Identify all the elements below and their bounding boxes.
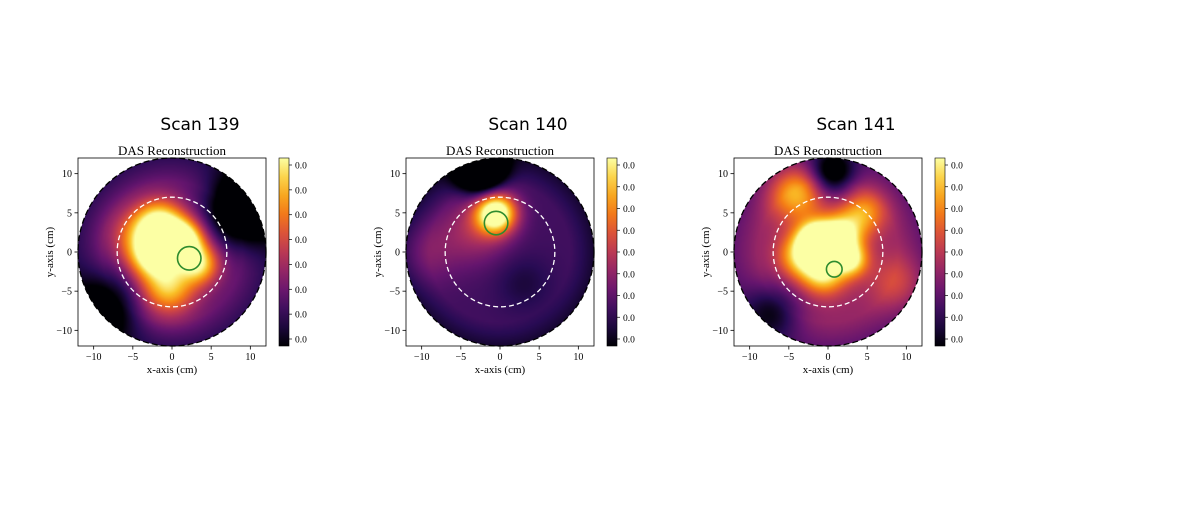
- colorbar-tick-label: 0.0: [623, 314, 635, 324]
- colorbar-tick-label: 0.0: [951, 314, 963, 324]
- x-tick-label: 0: [826, 352, 831, 363]
- colorbar-tick-label: 0.0: [951, 162, 963, 172]
- y-tick-label: 0: [67, 248, 72, 259]
- y-tick-label: 10: [390, 169, 400, 180]
- plot-title: DAS Reconstruction: [118, 143, 226, 158]
- target-marker-circle: [176, 245, 202, 271]
- scan-title: Scan 140: [488, 115, 568, 135]
- y-tick-label: 5: [67, 208, 72, 219]
- colorbar-tick-label: 0.0: [623, 336, 635, 346]
- x-tick-label: −10: [86, 352, 102, 363]
- y-tick-label: −10: [384, 326, 400, 337]
- heatmap-image: [78, 158, 266, 346]
- das-heatmap-plot: DAS Reconstruction −10 −5 0 5 10 10 5 0 −5 −10 x-ax…: [44, 143, 307, 376]
- x-tick-label: −10: [414, 352, 430, 363]
- plot-title: DAS Reconstruction: [446, 143, 554, 158]
- y-tick-label: −5: [61, 287, 72, 298]
- colorbar-tick-label: 0.0: [295, 162, 307, 172]
- y-tick-label: −10: [712, 326, 728, 337]
- plot-title: DAS Reconstruction: [774, 143, 882, 158]
- colorbar-tick-label: 0.0: [623, 270, 635, 280]
- y-tick-label: −5: [389, 287, 400, 298]
- heatmap-image: [406, 158, 594, 346]
- x-tick-label: −10: [742, 352, 758, 363]
- colorbar-tick-label: 0.0: [295, 336, 307, 346]
- y-tick-label: 0: [723, 248, 728, 259]
- das-heatmap-plot: DAS Reconstruction −10 −5 0 5 10 10 5 0 −5 −10 x-ax…: [372, 143, 635, 376]
- x-tick-label: 5: [865, 352, 870, 363]
- x-tick-label: 0: [170, 352, 175, 363]
- das-heatmap-plot: DAS Reconstruction −10 −5 0 5 10 10 5 0 −5 −10 x-ax…: [700, 143, 963, 376]
- scan-panel-3: Scan 141 DAS Reconstruction −10 −5 0 5 10 10 5 0…: [656, 0, 1056, 516]
- x-axis-label: x-axis (cm): [803, 364, 854, 376]
- colorbar: [934, 157, 946, 347]
- region-dashed-circle: [772, 196, 884, 308]
- x-tick-label: 10: [901, 352, 911, 363]
- colorbar-tick-label: 0.0: [623, 205, 635, 215]
- target-marker-circle: [483, 210, 509, 236]
- colorbar-tick-label: 0.0: [951, 227, 963, 237]
- colorbar: [278, 157, 290, 347]
- target-marker-circle: [825, 260, 843, 278]
- region-dashed-circle: [116, 196, 228, 308]
- x-tick-label: −5: [784, 352, 795, 363]
- colorbar-tick-label: 0.0: [623, 162, 635, 172]
- x-tick-label: 5: [537, 352, 542, 363]
- colorbar-tick-label: 0.0: [295, 286, 307, 296]
- scan-title: Scan 141: [816, 115, 896, 135]
- x-tick-label: 5: [209, 352, 214, 363]
- y-tick-label: −5: [717, 287, 728, 298]
- colorbar-tick-label: 0.0: [951, 292, 963, 302]
- x-tick-label: 0: [498, 352, 503, 363]
- x-axis-label: x-axis (cm): [475, 364, 526, 376]
- x-tick-label: 10: [245, 352, 255, 363]
- y-tick-label: 5: [723, 208, 728, 219]
- scan-title: Scan 139: [160, 115, 240, 135]
- colorbar-tick-label: 0.0: [295, 311, 307, 321]
- colorbar: [606, 157, 618, 347]
- colorbar-tick-label: 0.0: [295, 261, 307, 271]
- x-tick-label: −5: [128, 352, 139, 363]
- colorbar-tick-label: 0.0: [295, 186, 307, 196]
- heatmap-image: [734, 158, 922, 346]
- y-tick-label: −10: [56, 326, 72, 337]
- colorbar-tick-label: 0.0: [295, 236, 307, 246]
- y-tick-label: 10: [62, 169, 72, 180]
- colorbar-tick-label: 0.0: [951, 183, 963, 193]
- colorbar-tick-label: 0.0: [623, 249, 635, 259]
- y-axis-label: y-axis (cm): [372, 226, 384, 277]
- scan-panel-1: Scan 139 DAS Reconstruction −10 −5 0 5 10 10 5 0…: [0, 0, 400, 516]
- colorbar-tick-label: 0.0: [623, 227, 635, 237]
- y-tick-label: 10: [718, 169, 728, 180]
- y-tick-label: 0: [395, 248, 400, 259]
- colorbar-tick-label: 0.0: [951, 270, 963, 280]
- scan-panel-2: Scan 140 DAS Reconstruction −10 −5 0 5 10 10 5 0…: [328, 0, 728, 516]
- x-tick-label: 10: [573, 352, 583, 363]
- colorbar-tick-label: 0.0: [623, 183, 635, 193]
- colorbar-tick-label: 0.0: [623, 292, 635, 302]
- x-axis-label: x-axis (cm): [147, 364, 198, 376]
- y-tick-label: 5: [395, 208, 400, 219]
- region-dashed-circle: [444, 196, 556, 308]
- x-tick-label: −5: [456, 352, 467, 363]
- colorbar-tick-label: 0.0: [951, 205, 963, 215]
- colorbar-tick-label: 0.0: [951, 249, 963, 259]
- y-axis-label: y-axis (cm): [44, 226, 56, 277]
- colorbar-tick-label: 0.0: [295, 211, 307, 221]
- colorbar-tick-label: 0.0: [951, 336, 963, 346]
- y-axis-label: y-axis (cm): [700, 226, 712, 277]
